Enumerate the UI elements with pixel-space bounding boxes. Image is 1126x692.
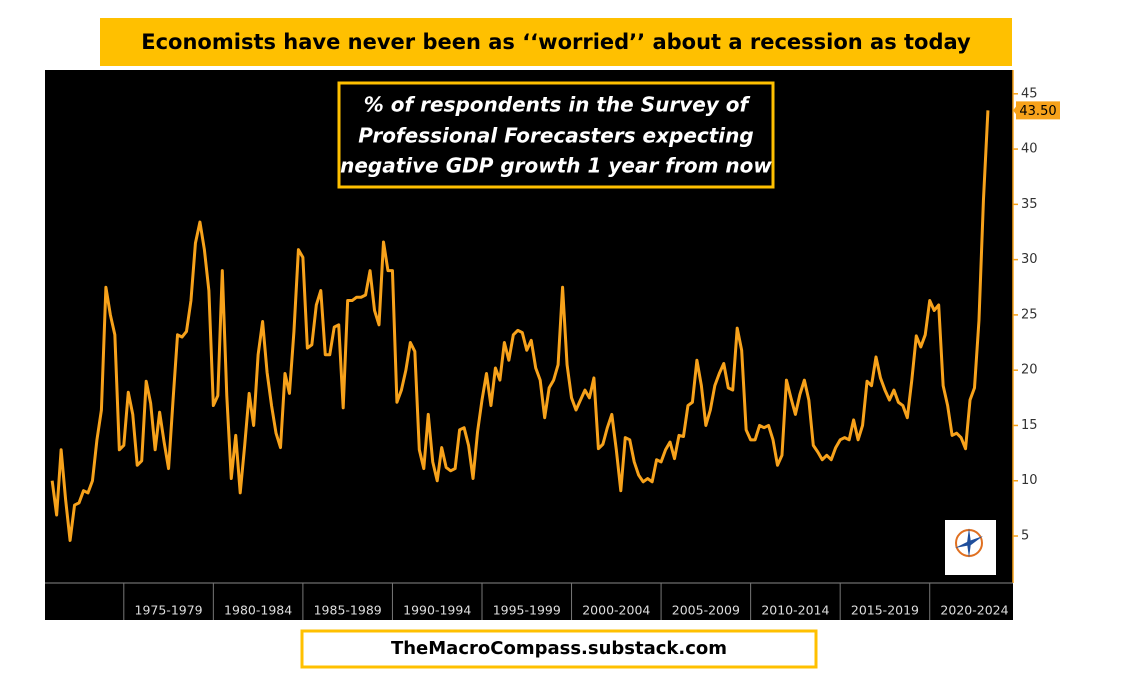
x-tick-label: 1990-1994 <box>403 603 471 618</box>
last-value-label: 43.50 <box>1019 104 1056 119</box>
subtitle-box <box>337 81 775 189</box>
x-tick-label: 1980-1984 <box>224 603 292 618</box>
y-tick-label: 10 <box>1021 473 1038 488</box>
last-value-pointer <box>1013 105 1017 116</box>
y-tick-label: 15 <box>1021 418 1038 433</box>
x-tick-label: 2020-2024 <box>940 603 1008 618</box>
subtitle-line: Professional Forecasters expecting <box>358 124 753 148</box>
logo-needle <box>967 528 971 558</box>
subtitle-line: % of respondents in the Survey of <box>364 93 751 117</box>
x-tick-label: 2010-2014 <box>761 603 829 618</box>
x-tick-label: 2015-2019 <box>851 603 919 618</box>
x-tick-label: 1975-1979 <box>135 603 203 618</box>
footer-box <box>300 629 818 669</box>
last-value-box <box>1016 101 1060 120</box>
chart-title: Economists have never been as ‘‘worried’… <box>141 30 971 54</box>
x-tick-label: 1995-1999 <box>493 603 561 618</box>
y-tick-label: 25 <box>1021 307 1038 322</box>
series-line <box>50 110 990 542</box>
y-tick-label: 40 <box>1021 142 1038 157</box>
x-tick-label: 2000-2004 <box>582 603 650 618</box>
y-tick-label: 45 <box>1021 86 1038 101</box>
logo-background <box>945 520 996 575</box>
subtitle-line: negative GDP growth 1 year from now <box>340 154 772 178</box>
y-tick-label: 35 <box>1021 197 1038 212</box>
x-tick-label: 1985-1989 <box>314 603 382 618</box>
y-tick-label: 20 <box>1021 363 1038 378</box>
y-tick-label: 30 <box>1021 252 1038 267</box>
logo <box>945 520 996 575</box>
x-tick-label: 2005-2009 <box>672 603 740 618</box>
y-tick-label: 5 <box>1021 529 1029 544</box>
footer: TheMacroCompass.substack.com <box>391 638 727 659</box>
title-box <box>100 18 1012 66</box>
